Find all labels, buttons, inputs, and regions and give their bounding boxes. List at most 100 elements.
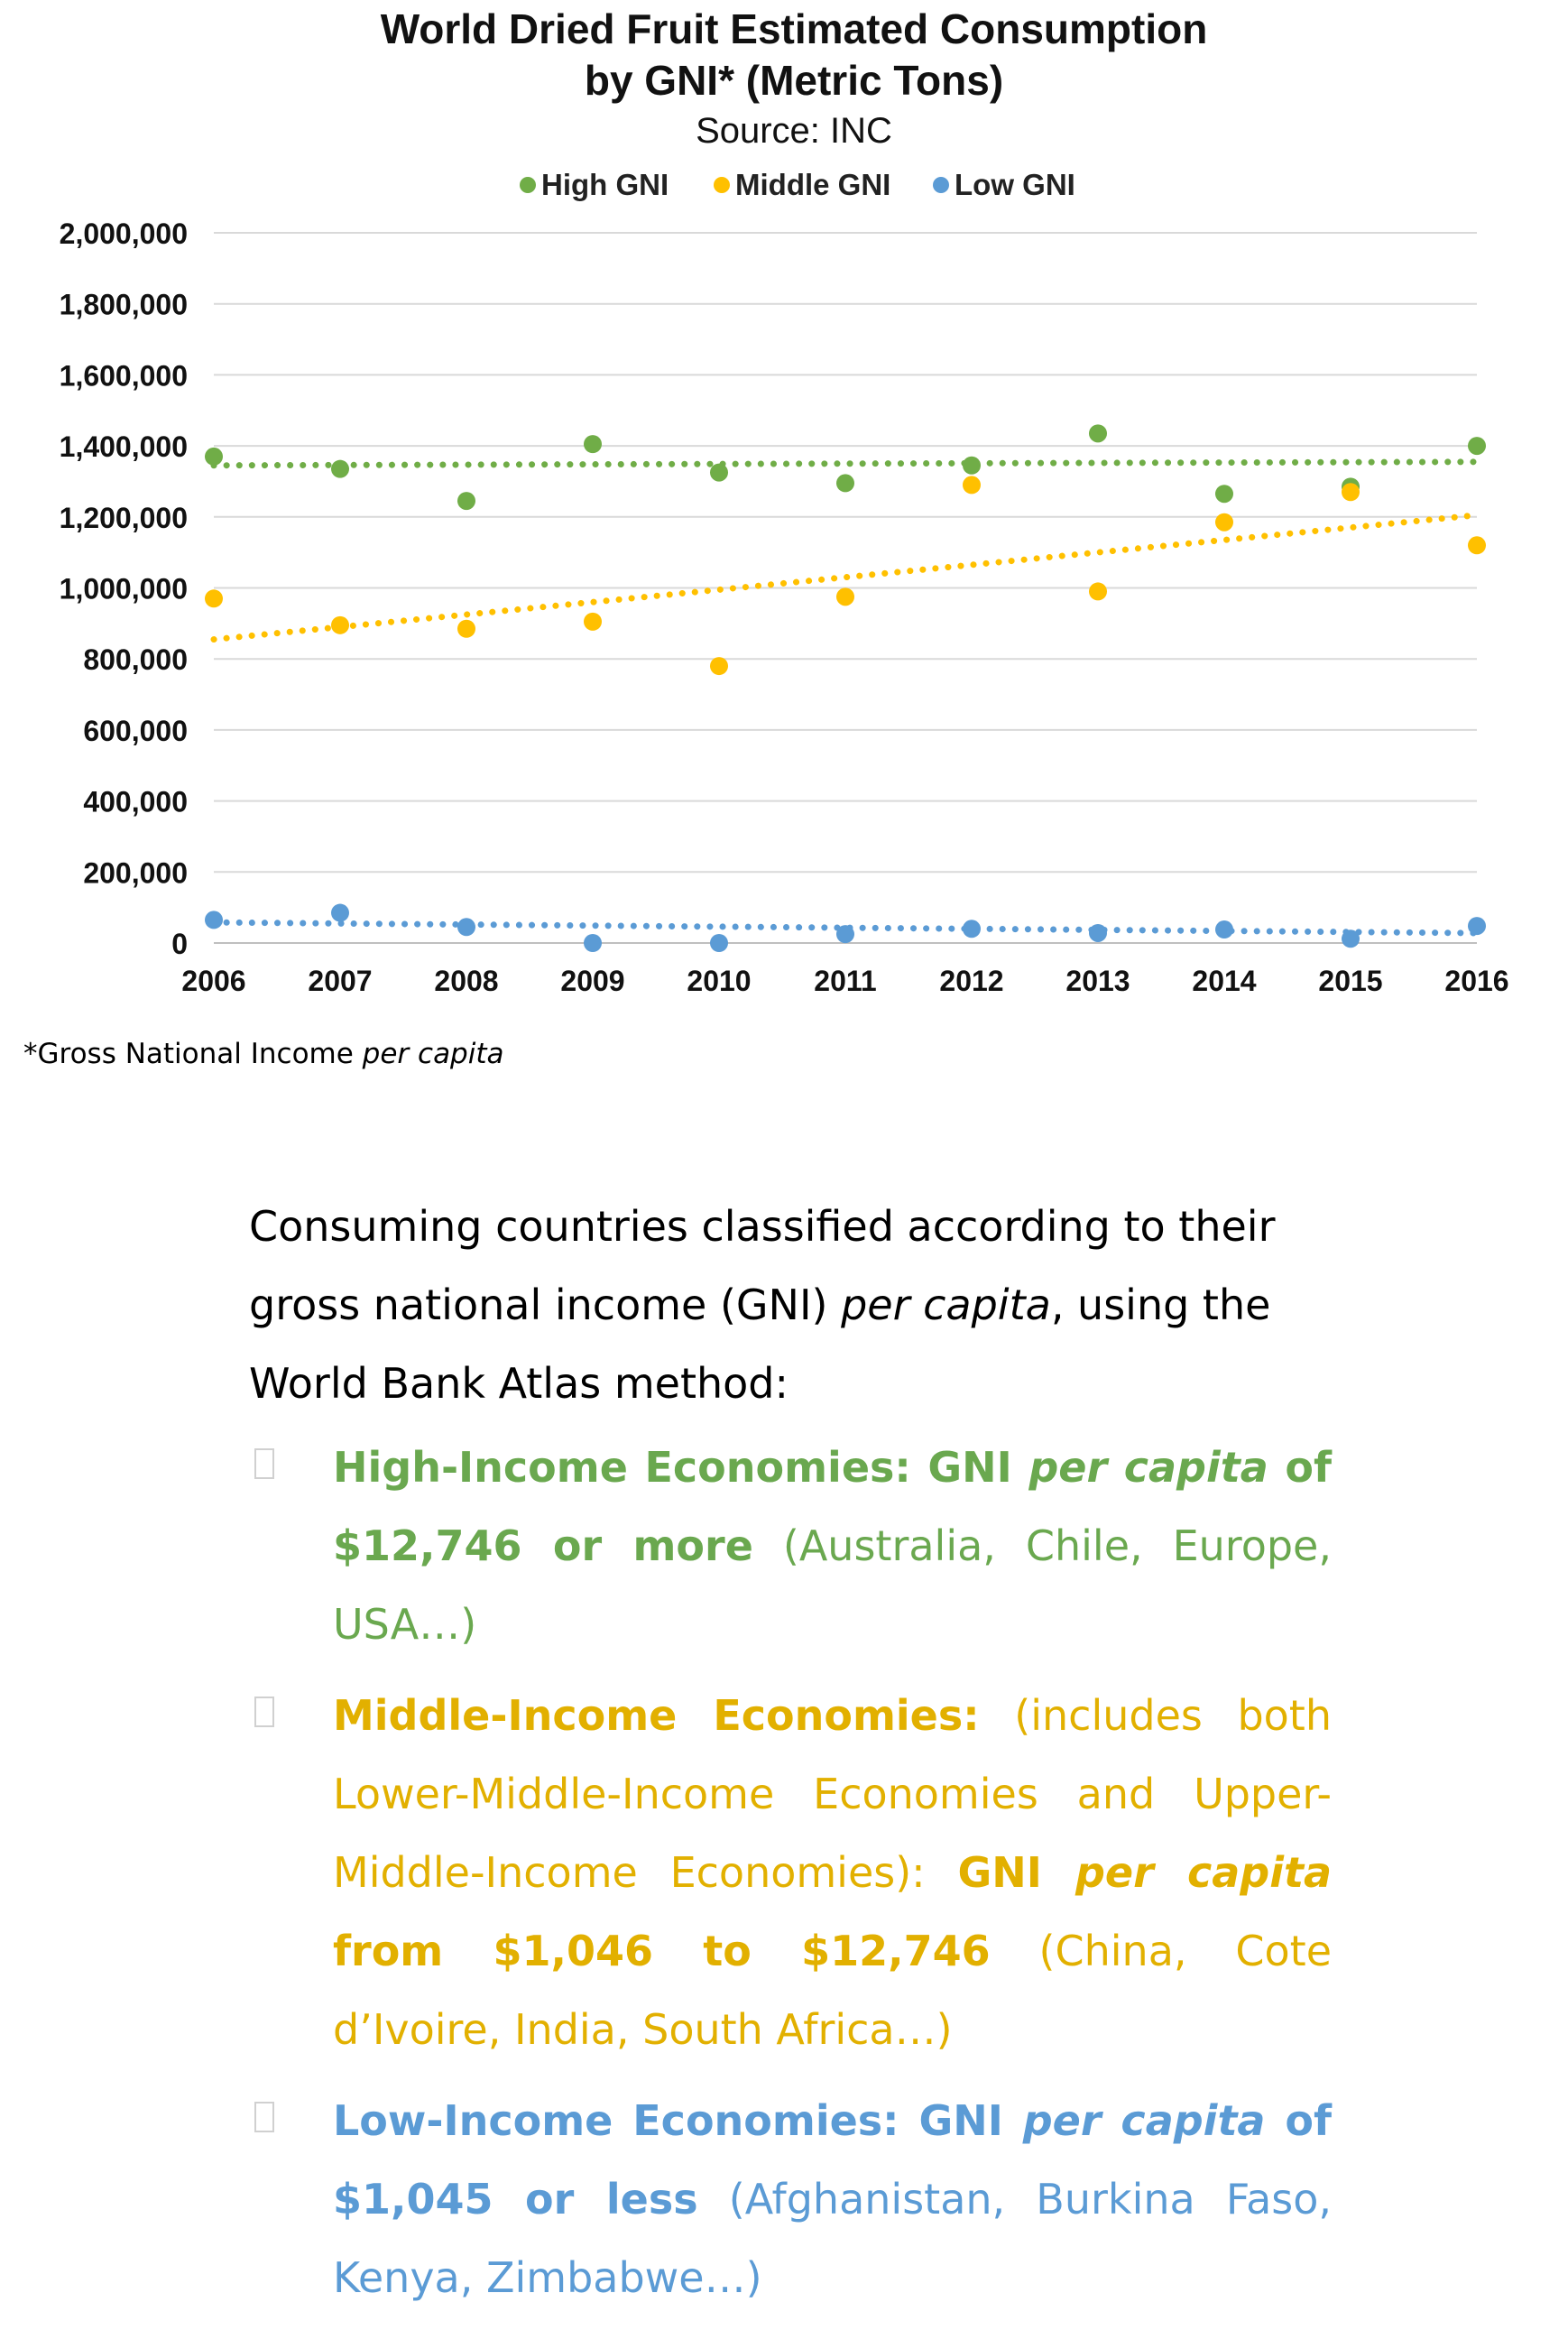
legend-label: High GNI — [541, 168, 669, 201]
data-point — [205, 911, 223, 929]
data-point — [963, 920, 981, 938]
high-per-capita: per capita — [1028, 1443, 1268, 1492]
legend-marker-icon — [520, 177, 536, 193]
data-point — [710, 934, 728, 952]
data-point — [1215, 513, 1233, 532]
x-tick-label: 2007 — [308, 965, 372, 997]
data-point — [963, 476, 981, 495]
data-point — [963, 456, 981, 475]
bullet-marker-icon — [254, 2102, 274, 2132]
data-point — [457, 492, 475, 511]
bullet-low-income: Low-Income Economies: GNI per capita of … — [249, 2082, 1332, 2317]
y-tick-label: 1,200,000 — [60, 502, 188, 534]
middle-examples: (China, Cote d’Ivoire, India, South Afri… — [333, 1927, 1332, 2054]
data-point — [1089, 424, 1107, 443]
data-point — [710, 657, 728, 676]
middle-per-capita: per capita — [1075, 1848, 1332, 1897]
intro-text-1: Consuming countries classified according… — [249, 1202, 1276, 1329]
x-tick-label: 2014 — [1192, 965, 1256, 997]
intro-paragraph: Consuming countries classified according… — [249, 1188, 1332, 1423]
footnote-text: *Gross National Income — [23, 1038, 363, 1070]
middle-gni: GNI — [957, 1848, 1075, 1897]
y-axis-tick-labels: 0 200,000 400,000 600,000 800,000 1,000,000 1,… — [60, 217, 188, 960]
chart-legend: High GNI Middle GNI Low GNI — [520, 168, 1075, 201]
x-tick-label: 2013 — [1065, 965, 1130, 997]
y-tick-label: 600,000 — [83, 715, 188, 747]
data-point — [1089, 923, 1107, 942]
chart-title-line2: by GNI* (Metric Tons) — [585, 57, 1003, 104]
data-point — [1342, 929, 1360, 948]
low-heading: Low-Income Economies: GNI — [333, 2096, 1023, 2145]
footnote-italic: per capita — [362, 1038, 504, 1070]
data-point — [836, 587, 854, 606]
legend-item: Low GNI — [933, 168, 1075, 201]
y-tick-label: 1,000,000 — [60, 573, 188, 606]
data-point — [331, 459, 349, 478]
trend-line — [210, 458, 1480, 469]
intro-italic: per capita — [841, 1281, 1051, 1329]
data-point — [836, 925, 854, 944]
y-tick-label: 0 — [171, 928, 188, 960]
x-tick-label: 2010 — [687, 965, 751, 997]
bullet-marker-icon — [254, 1697, 274, 1727]
legend-marker-icon — [933, 177, 949, 193]
low-per-capita: per capita — [1022, 2096, 1266, 2145]
y-tick-label: 1,400,000 — [60, 430, 188, 463]
chart: World Dried Fruit Estimated Consumption … — [60, 5, 1509, 997]
data-point — [1468, 536, 1486, 555]
y-tick-label: 1,800,000 — [60, 289, 188, 321]
data-points — [205, 424, 1486, 952]
data-point — [205, 447, 223, 466]
data-point — [457, 918, 475, 937]
x-tick-label: 2011 — [814, 965, 876, 997]
data-point — [710, 463, 728, 482]
series-points — [205, 476, 1486, 676]
y-tick-label: 200,000 — [83, 856, 188, 889]
x-tick-label: 2012 — [939, 965, 1003, 997]
x-tick-label: 2015 — [1318, 965, 1382, 997]
bullet-high-income: High-Income Economies: GNI per capita of… — [249, 1429, 1332, 1664]
legend-label: Middle GNI — [735, 168, 890, 201]
y-tick-label: 800,000 — [83, 643, 188, 676]
series-points — [205, 903, 1486, 952]
bullet-middle-income: Middle-Income Economies: (includes both … — [249, 1677, 1332, 2069]
data-point — [584, 934, 602, 952]
x-tick-label: 2006 — [181, 965, 245, 997]
data-point — [331, 615, 349, 634]
data-point — [1468, 917, 1486, 936]
gni-description: Consuming countries classified according… — [249, 1188, 1332, 2330]
high-threshold: of $12,746 or more — [333, 1443, 1332, 1570]
chart-footnote: *Gross National Income per capita — [23, 1038, 504, 1070]
x-tick-label: 2008 — [434, 965, 498, 997]
data-point — [205, 589, 223, 608]
middle-description: (includes both Lower-Middle-Income Econo… — [333, 1691, 1332, 1897]
data-point — [1468, 437, 1486, 456]
intro-text-2: , using the World Bank Atlas method: — [249, 1281, 1271, 1408]
legend-marker-icon — [714, 177, 730, 193]
high-examples: (Australia, Chile, Europe, USA…) — [333, 1521, 1332, 1649]
legend-label: Low GNI — [955, 168, 1075, 201]
data-point — [584, 435, 602, 454]
middle-threshold: from $1,046 to $12,746 — [333, 1927, 991, 1975]
bullet-marker-icon — [254, 1448, 274, 1479]
chart-subtitle: Source: INC — [696, 111, 892, 151]
x-axis-tick-labels: 2006 2007 2008 2009 2010 2011 2012 2013 2014 2015… — [181, 965, 1508, 997]
data-point — [1089, 582, 1107, 601]
data-point — [331, 903, 349, 922]
middle-heading: Middle-Income Economies: — [333, 1691, 980, 1740]
y-tick-label: 400,000 — [83, 786, 188, 818]
x-tick-label: 2016 — [1444, 965, 1508, 997]
high-heading: High-Income Economies: GNI — [333, 1443, 1029, 1492]
series-points — [205, 424, 1486, 511]
data-point — [836, 474, 854, 493]
legend-item: High GNI — [520, 168, 669, 201]
data-point — [1342, 483, 1360, 502]
trend-line — [210, 512, 1480, 643]
legend-item: Middle GNI — [714, 168, 890, 201]
data-point — [584, 612, 602, 631]
x-tick-label: 2009 — [560, 965, 624, 997]
y-tick-label: 1,600,000 — [60, 359, 188, 392]
y-tick-label: 2,000,000 — [60, 217, 188, 250]
chart-title-line1: World Dried Fruit Estimated Consumption — [381, 5, 1208, 52]
data-point — [1215, 485, 1233, 504]
